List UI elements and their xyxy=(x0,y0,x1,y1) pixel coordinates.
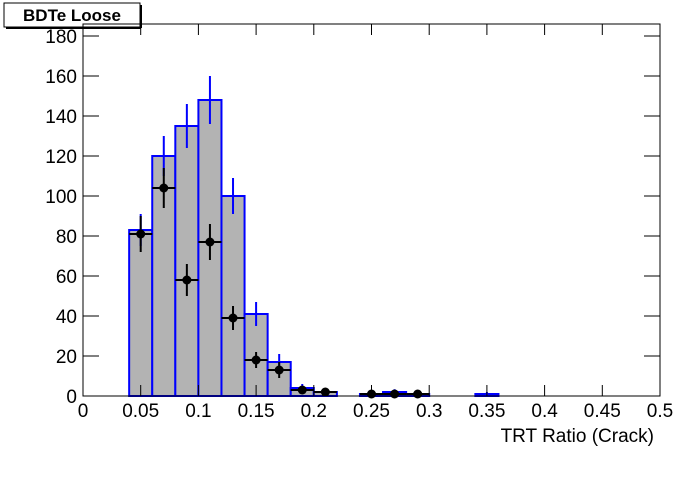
data-point xyxy=(159,183,169,193)
data-point xyxy=(390,389,400,399)
data-point xyxy=(136,229,146,239)
y-tick-label: 80 xyxy=(56,227,77,248)
y-tick-label: 0 xyxy=(66,387,77,408)
y-tick-label: 140 xyxy=(45,107,77,128)
x-tick-label: 0.15 xyxy=(238,401,275,422)
chart-title: BDTe Loose xyxy=(23,6,121,25)
y-tick-label: 160 xyxy=(45,67,77,88)
y-tick-label: 180 xyxy=(45,27,77,48)
data-point xyxy=(413,389,423,399)
x-tick-label: 0.45 xyxy=(584,401,621,422)
x-tick-label: 0.35 xyxy=(468,401,505,422)
histogram-bar xyxy=(128,229,154,397)
data-point xyxy=(297,385,307,395)
histogram-bar xyxy=(174,125,200,397)
data-point xyxy=(251,355,261,365)
data-point xyxy=(320,387,330,397)
data-point xyxy=(182,275,192,285)
x-tick-label: 0.1 xyxy=(185,401,211,422)
y-tick-label: 100 xyxy=(45,187,77,208)
y-tick-label: 20 xyxy=(56,347,77,368)
data-point xyxy=(228,313,238,323)
x-tick-label: 0.05 xyxy=(122,401,159,422)
x-tick-label: 0.3 xyxy=(416,401,442,422)
data-point xyxy=(274,365,284,375)
y-tick-label: 40 xyxy=(56,307,77,328)
y-tick-label: 60 xyxy=(56,267,77,288)
x-tick-label: 0.2 xyxy=(301,401,327,422)
y-tick-label: 120 xyxy=(45,147,77,168)
x-tick-label: 0.25 xyxy=(353,401,390,422)
histogram-bar xyxy=(220,195,246,397)
title-box xyxy=(3,2,141,28)
data-point xyxy=(205,237,215,247)
x-tick-label: 0.5 xyxy=(647,401,673,422)
x-tick-label: 0 xyxy=(78,401,89,422)
x-axis-label: TRT Ratio (Crack) xyxy=(501,426,654,447)
x-tick-label: 0.4 xyxy=(531,401,558,422)
